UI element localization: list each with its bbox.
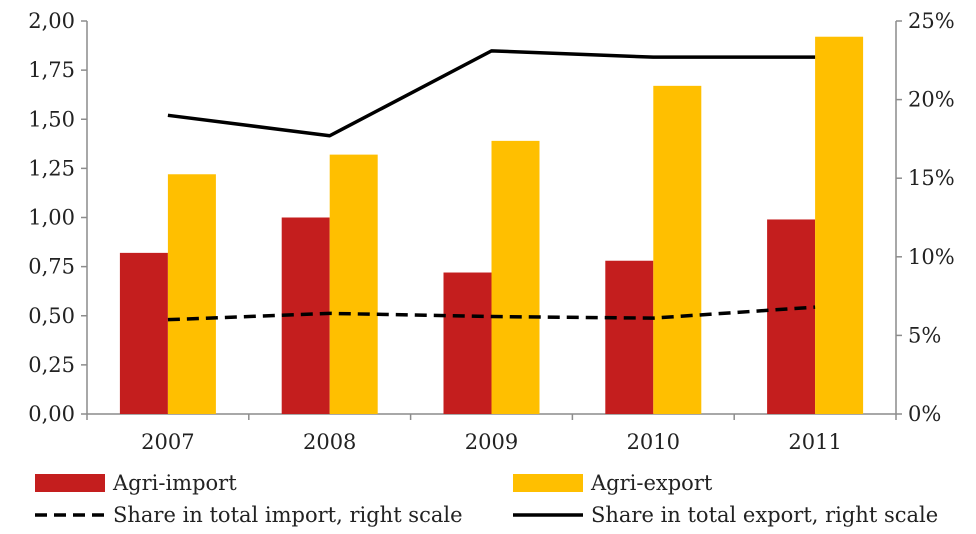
- bar-agri-export: [168, 174, 216, 414]
- bar-agri-import: [444, 273, 492, 414]
- x-tick-label: 2011: [788, 430, 841, 454]
- x-tick-label: 2009: [465, 430, 518, 454]
- legend-label-share-in-total-export-right-scale: Share in total export, right scale: [591, 503, 938, 527]
- legend-swatch-agri-export: [513, 474, 583, 492]
- y-left-tick-label: 0,25: [28, 353, 75, 377]
- y-left-tick-label: 0,50: [28, 304, 75, 328]
- bar-agri-export: [815, 37, 863, 414]
- bar-agri-import: [120, 253, 168, 414]
- line-share-in-total-export-right-scale: [168, 51, 815, 136]
- y-left-tick-label: 1,75: [28, 58, 75, 82]
- legend-label-agri-import: Agri-import: [112, 471, 237, 495]
- y-left-tick-label: 0,00: [28, 402, 75, 426]
- y-right-tick-label: 5%: [908, 323, 941, 347]
- y-right-tick-label: 10%: [908, 245, 955, 269]
- x-tick-label: 2007: [141, 430, 194, 454]
- y-left-tick-label: 2,00: [28, 9, 75, 33]
- bar-agri-import: [605, 261, 653, 414]
- y-left-tick-label: 1,50: [28, 107, 75, 131]
- y-right-tick-label: 0%: [908, 402, 941, 426]
- y-right-tick-label: 20%: [908, 88, 955, 112]
- y-left-tick-label: 0,75: [28, 255, 75, 279]
- legend-label-share-in-total-import-right-scale: Share in total import, right scale: [113, 503, 463, 527]
- bar-agri-export: [492, 141, 540, 414]
- y-left-tick-label: 1,00: [28, 206, 75, 230]
- x-tick-label: 2008: [303, 430, 356, 454]
- legend-label-agri-export: Agri-export: [590, 471, 713, 495]
- bar-agri-export: [653, 86, 701, 414]
- bar-agri-export: [330, 155, 378, 414]
- y-right-tick-label: 15%: [908, 166, 955, 190]
- legend-swatch-agri-import: [35, 474, 105, 492]
- y-left-tick-label: 1,25: [28, 156, 75, 180]
- legend: Agri-import Agri-export Share in total imp…: [35, 471, 938, 527]
- y-right-tick-label: 25%: [908, 9, 955, 33]
- x-tick-label: 2010: [627, 430, 680, 454]
- bars: [120, 37, 863, 414]
- bar-agri-import: [767, 219, 815, 414]
